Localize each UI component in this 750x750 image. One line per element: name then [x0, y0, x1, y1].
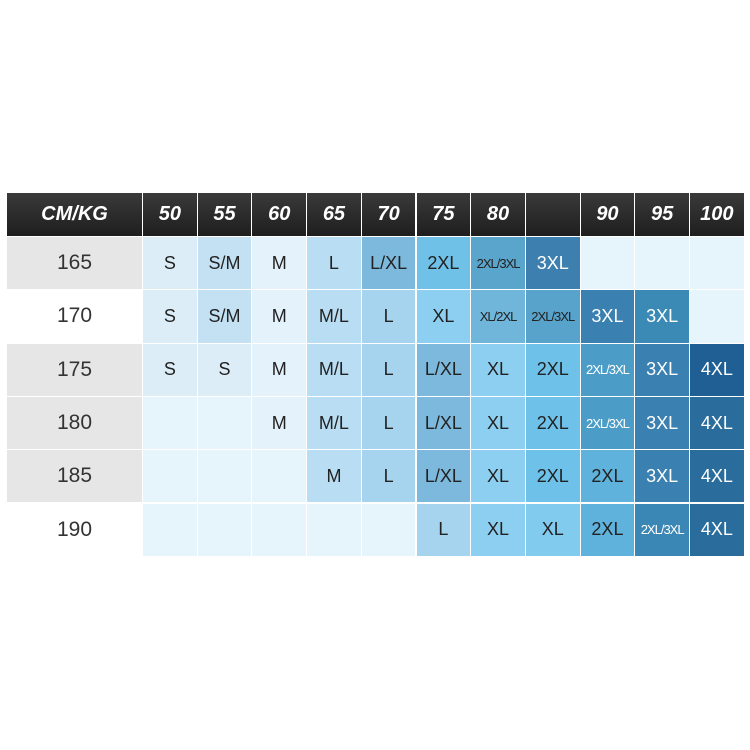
size-cell [143, 503, 198, 557]
size-cell: M [252, 343, 308, 397]
size-cell: 3XL [635, 396, 690, 451]
size-cell: L [361, 343, 417, 397]
size-cell: 4XL [690, 396, 745, 451]
size-cell: 2XL [580, 450, 636, 504]
size-cell: 3XL [635, 343, 690, 397]
size-cell [580, 237, 636, 291]
size-cell: L [361, 396, 417, 451]
size-cell [635, 237, 690, 291]
size-cell: 3XL [525, 237, 581, 291]
size-cell [252, 503, 308, 557]
size-cell: S [143, 343, 198, 397]
weight-header: 70 [361, 193, 417, 237]
size-cell: L [307, 237, 362, 291]
weight-header: 60 [252, 193, 308, 237]
size-cell: 2XL/3XL [580, 343, 636, 397]
size-cell [143, 450, 198, 504]
size-cell: 2XL [525, 343, 581, 397]
size-cell: 3XL [635, 450, 690, 504]
size-cell: L/XL [416, 396, 472, 451]
size-cell: 2XL/3XL [525, 290, 581, 344]
size-cell [252, 450, 308, 504]
size-cell: 2XL/3XL [635, 503, 690, 557]
size-cell: S [143, 290, 198, 344]
weight-header: 50 [143, 193, 198, 237]
size-cell: M [252, 290, 308, 344]
size-cell [143, 396, 198, 451]
size-cell: S/M [197, 290, 253, 344]
weight-header [525, 193, 581, 237]
size-cell [690, 290, 745, 344]
size-cell: M/L [307, 343, 362, 397]
weight-header: 80 [471, 193, 526, 237]
size-cell [197, 450, 253, 504]
height-label: 180 [7, 396, 143, 451]
size-cell: 2XL/3XL [580, 396, 636, 451]
size-cell: 2XL [525, 396, 581, 451]
size-cell: XL [471, 343, 526, 397]
size-cell: M [252, 396, 308, 451]
size-cell: 4XL [690, 450, 745, 504]
size-cell [307, 503, 362, 557]
height-label: 190 [7, 503, 143, 557]
size-cell: XL/2XL [471, 290, 526, 344]
size-cell: M [252, 237, 308, 291]
size-cell: S/M [197, 237, 253, 291]
size-cell: L [361, 290, 417, 344]
weight-header: 75 [416, 193, 472, 237]
size-cell: XL [471, 503, 526, 557]
size-cell: M/L [307, 396, 362, 451]
size-cell: S [143, 237, 198, 291]
size-cell: XL [525, 503, 581, 557]
height-label: 185 [7, 450, 143, 504]
weight-header: 65 [307, 193, 362, 237]
size-cell: L/XL [416, 450, 472, 504]
size-cell: 3XL [635, 290, 690, 344]
size-cell: XL [471, 450, 526, 504]
size-cell [197, 396, 253, 451]
size-cell [197, 503, 253, 557]
height-label: 170 [7, 290, 143, 344]
size-cell: 3XL [580, 290, 636, 344]
size-cell: 2XL [580, 503, 636, 557]
size-cell: 2XL [525, 450, 581, 504]
weight-header: 100 [690, 193, 745, 237]
size-cell: L [361, 450, 417, 504]
size-cell: 2XL/3XL [471, 237, 526, 291]
size-cell: XL [416, 290, 472, 344]
size-cell: 4XL [690, 343, 745, 397]
weight-header: 55 [197, 193, 253, 237]
height-label: 165 [7, 237, 143, 291]
size-cell: S [197, 343, 253, 397]
size-cell: L [416, 503, 472, 557]
size-cell [361, 503, 417, 557]
weight-header: 95 [635, 193, 690, 237]
size-cell [690, 237, 745, 291]
weight-header: 90 [580, 193, 636, 237]
size-cell: 4XL [690, 503, 745, 557]
height-label: 175 [7, 343, 143, 397]
size-cell: L/XL [361, 237, 417, 291]
size-cell: M/L [307, 290, 362, 344]
size-cell: M [307, 450, 362, 504]
size-cell: 2XL [416, 237, 472, 291]
size-cell: XL [471, 396, 526, 451]
size-cell: L/XL [416, 343, 472, 397]
header-corner: CM/KG [7, 193, 143, 237]
